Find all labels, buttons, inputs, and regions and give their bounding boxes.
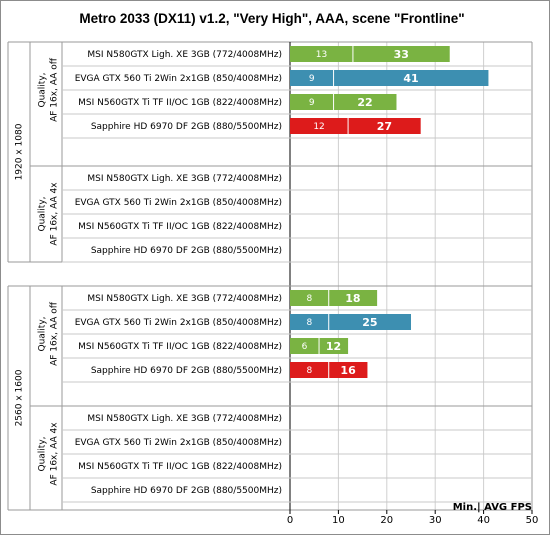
x-tick-label: 10 <box>332 515 345 526</box>
min-fps-value: 8 <box>306 318 312 328</box>
avg-fps-value: 25 <box>362 316 377 329</box>
avg-fps-value: 16 <box>340 364 356 377</box>
avg-fps-value: 12 <box>326 340 341 353</box>
gpu-label: EVGA GTX 560 Ti 2Win 2x1GB (850/4008MHz) <box>75 318 282 328</box>
gpu-label: MSI N580GTX Ligh. XE 3GB (772/4008MHz) <box>87 50 282 60</box>
gpu-label: EVGA GTX 560 Ti 2Win 2x1GB (850/4008MHz) <box>75 438 282 448</box>
x-tick-label: 20 <box>380 515 393 526</box>
avg-fps-value: 27 <box>377 120 392 133</box>
setting-label: AF 16x, AA off <box>50 301 60 366</box>
setting-label: AF 16x, AA off <box>50 57 60 122</box>
gpu-label: EVGA GTX 560 Ti 2Win 2x1GB (850/4008MHz) <box>75 74 282 84</box>
x-tick-label: 0 <box>287 515 293 526</box>
min-fps-value: 9 <box>309 74 315 84</box>
gpu-label: MSI N560GTX Ti TF II/OC 1GB (822/4008MHz… <box>78 342 282 352</box>
avg-fps-bar <box>290 46 450 62</box>
avg-fps-value: 41 <box>403 72 418 85</box>
bars-layer <box>290 46 489 378</box>
min-fps-value: 8 <box>306 294 312 304</box>
setting-label: Quality, <box>38 316 48 351</box>
min-fps-value: 6 <box>302 342 308 352</box>
setting-label: Quality, <box>38 436 48 471</box>
gpu-label: Sapphire HD 6970 DF 2GB (880/5500MHz) <box>91 366 282 376</box>
x-tick-label: 30 <box>429 515 442 526</box>
min-fps-value: 9 <box>309 98 315 108</box>
avg-fps-bar <box>290 290 378 306</box>
gpu-label: MSI N560GTX Ti TF II/OC 1GB (822/4008MHz… <box>78 222 282 232</box>
avg-fps-bar <box>290 314 411 330</box>
avg-fps-value: 33 <box>394 48 409 61</box>
avg-fps-bar <box>290 94 397 110</box>
gpu-label: MSI N580GTX Ligh. XE 3GB (772/4008MHz) <box>87 294 282 304</box>
avg-fps-bar <box>290 118 421 134</box>
avg-fps-value: 22 <box>357 96 372 109</box>
chart-title: Metro 2033 (DX11) v1.2, "Very High", AAA… <box>79 11 464 26</box>
gpu-label: Sapphire HD 6970 DF 2GB (880/5500MHz) <box>91 246 282 256</box>
resolution-label: 2560 x 1600 <box>15 369 25 426</box>
avg-fps-value: 18 <box>345 292 360 305</box>
setting-label: AF 16x, AA 4x <box>50 182 60 246</box>
gpu-label: EVGA GTX 560 Ti 2Win 2x1GB (850/4008MHz) <box>75 198 282 208</box>
resolution-label: 1920 x 1080 <box>15 123 25 180</box>
setting-label: AF 16x, AA 4x <box>50 422 60 486</box>
legend-note: Min.| AVG FPS <box>453 502 532 513</box>
x-tick-label: 50 <box>526 515 539 526</box>
setting-label: Quality, <box>38 72 48 107</box>
x-tick-label: 40 <box>477 515 490 526</box>
gpu-label: MSI N560GTX Ti TF II/OC 1GB (822/4008MHz… <box>78 462 282 472</box>
setting-label: Quality, <box>38 196 48 231</box>
gpu-label: Sapphire HD 6970 DF 2GB (880/5500MHz) <box>91 486 282 496</box>
gpu-label: MSI N580GTX Ligh. XE 3GB (772/4008MHz) <box>87 174 282 184</box>
labels-layer: 0 10 20 30 40 50 1920 x 1080 2560 x 1600 Quality… <box>15 48 539 526</box>
gpu-label: MSI N580GTX Ligh. XE 3GB (772/4008MHz) <box>87 414 282 424</box>
min-fps-value: 8 <box>306 366 312 376</box>
min-fps-value: 12 <box>313 122 324 132</box>
avg-fps-bar <box>290 70 489 86</box>
gpu-label: Sapphire HD 6970 DF 2GB (880/5500MHz) <box>91 122 282 132</box>
min-fps-value: 13 <box>316 50 327 60</box>
gpu-label: MSI N560GTX Ti TF II/OC 1GB (822/4008MHz… <box>78 98 282 108</box>
